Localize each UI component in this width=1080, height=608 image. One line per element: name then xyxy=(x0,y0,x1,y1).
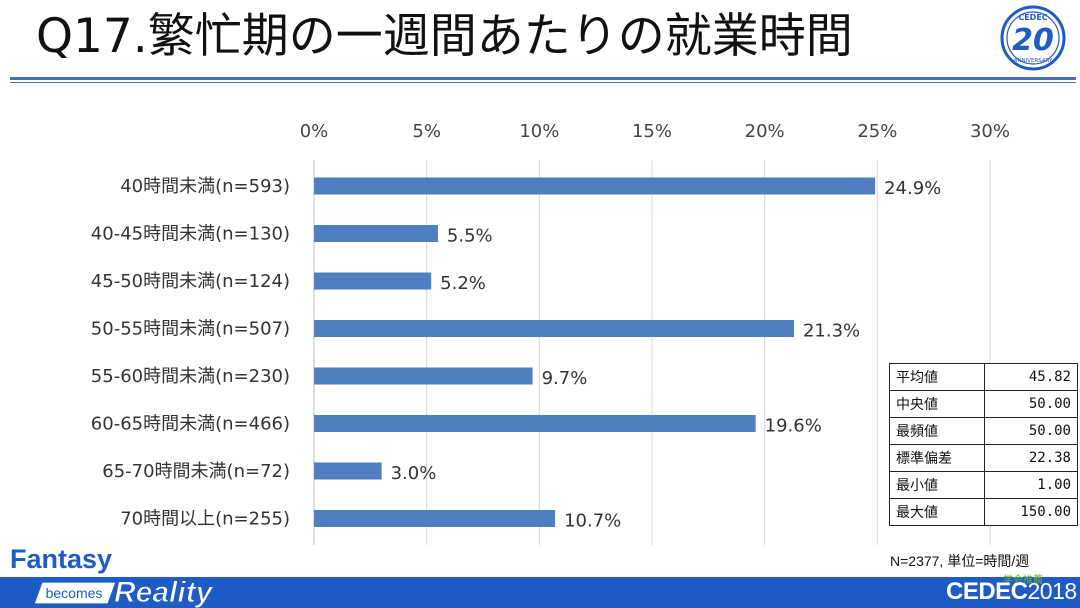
category-label: 60-65時間未満(n=466) xyxy=(91,414,290,435)
fantasy-becomes-reality-logo: Fantasy becomes Reality xyxy=(10,544,214,608)
bar-chart: 0% 5% 10% 15% 20% 25% 30% 40時間未満(n=593) 40-45時間… xyxy=(91,121,1010,545)
bar xyxy=(314,510,556,527)
stats-label: 最頻値 xyxy=(889,417,985,445)
bar xyxy=(314,462,382,480)
stats-label: 平均値 xyxy=(889,363,985,391)
brand-becomes: becomes xyxy=(46,585,103,601)
bar xyxy=(314,415,756,432)
logo-ring xyxy=(1000,5,1066,71)
x-tick-label: 20% xyxy=(745,121,785,142)
x-tick-label: 0% xyxy=(300,121,329,142)
bar xyxy=(314,367,533,385)
bar xyxy=(314,320,794,337)
data-label: 3.0% xyxy=(391,463,437,484)
stats-row: 平均値 45.82 xyxy=(889,363,1078,391)
data-label: 24.9% xyxy=(884,178,941,199)
data-label: 9.7% xyxy=(542,368,588,389)
data-label: 10.7% xyxy=(564,511,621,532)
data-label: 19.6% xyxy=(765,416,822,437)
brand-becomes-box xyxy=(33,581,117,605)
slide-title: Q17.繁忙期の一週間あたりの就業時間 xyxy=(36,9,853,64)
stats-row: 中央値 50.00 xyxy=(889,390,1078,418)
data-label: 5.5% xyxy=(447,226,493,247)
chart-data-labels: 24.9% 5.5% 5.2% 21.3% 9.7% 19.6% 3.0% 10.7% xyxy=(391,178,942,532)
stats-label: 最小値 xyxy=(889,471,985,499)
stats-row: 標準偏差 22.38 xyxy=(889,444,1078,472)
summary-stats-table: 平均値 45.82 中央値 50.00 最頻値 50.00 標準偏差 22.38 最小値 1.00… xyxy=(889,363,1078,526)
stats-row: 最小値 1.00 xyxy=(889,471,1078,499)
cedec-20th-anniversary-logo: CEDEC 20 ANNIVERSARY xyxy=(1000,5,1066,71)
sample-note: N=2377, 単位=時間/週 xyxy=(890,553,1030,569)
logo-top-text: CEDEC xyxy=(1018,13,1047,22)
stats-value: 1.00 xyxy=(984,471,1078,499)
stats-value: 50.00 xyxy=(984,417,1078,445)
x-tick-label: 15% xyxy=(632,121,672,142)
category-label: 40-45時間未満(n=130) xyxy=(91,224,290,245)
brand-reality: Reality xyxy=(114,576,214,608)
data-label: 5.2% xyxy=(440,273,486,294)
stats-label: 中央値 xyxy=(889,390,985,418)
bar xyxy=(314,225,438,242)
category-label: 55-60時間未満(n=230) xyxy=(91,366,290,387)
title-divider-thin xyxy=(10,82,1076,83)
y-axis-category-labels: 40時間未満(n=593) 40-45時間未満(n=130) 45-50時間未満(n… xyxy=(91,176,290,530)
category-label: 70時間以上(n=255) xyxy=(120,509,290,530)
cedec-name: CEDEC xyxy=(946,578,1028,605)
category-label: 65-70時間未満(n=72) xyxy=(102,461,290,482)
category-label: 45-50時間未満(n=124) xyxy=(91,271,290,292)
category-label: 40時間未満(n=593) xyxy=(120,176,290,197)
stats-value: 22.38 xyxy=(984,444,1078,472)
chart-bars xyxy=(314,177,876,527)
title-divider xyxy=(10,77,1076,80)
stats-value: 150.00 xyxy=(984,498,1078,526)
bar xyxy=(314,177,876,195)
stats-row: 最大値 150.00 xyxy=(889,498,1078,526)
x-tick-label: 5% xyxy=(412,121,441,142)
brand-fantasy: Fantasy xyxy=(10,544,112,574)
bar xyxy=(314,272,432,290)
stats-label: 標準偏差 xyxy=(889,444,985,472)
x-tick-label: 25% xyxy=(857,121,897,142)
stats-value: 45.82 xyxy=(984,363,1078,391)
stats-value: 50.00 xyxy=(984,390,1078,418)
x-tick-label: 10% xyxy=(519,121,559,142)
cedec-2018-logo: CEDEC2018 xyxy=(946,578,1077,606)
logo-inner-ring xyxy=(1006,11,1060,65)
x-axis-tick-labels: 0% 5% 10% 15% 20% 25% 30% xyxy=(300,121,1010,142)
logo-caption: ANNIVERSARY xyxy=(1014,58,1053,64)
stats-row: 最頻値 50.00 xyxy=(889,417,1078,445)
category-label: 50-55時間未満(n=507) xyxy=(91,319,290,340)
x-tick-label: 30% xyxy=(970,121,1010,142)
data-label: 21.3% xyxy=(803,321,860,342)
stats-label: 最大値 xyxy=(889,498,985,526)
footer-band xyxy=(0,577,1080,608)
sponsor-badge: 学会推薦 xyxy=(1003,575,1043,586)
cedec-year: 2018 xyxy=(1027,578,1078,604)
logo-number: 20 xyxy=(1012,23,1054,58)
